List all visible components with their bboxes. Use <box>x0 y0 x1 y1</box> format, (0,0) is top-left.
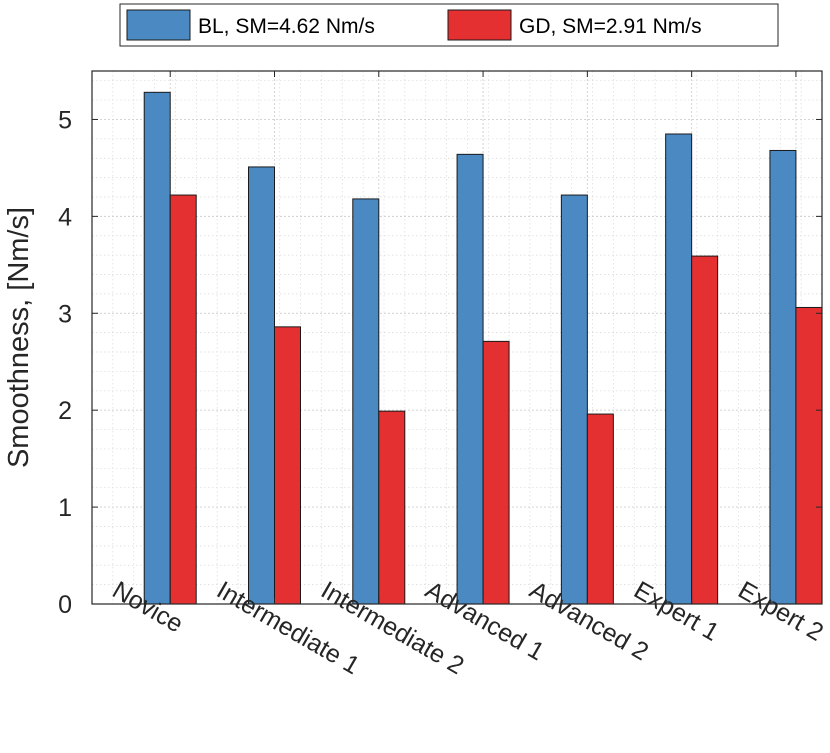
bar-gd-advanced-2 <box>586 413 614 605</box>
bar-bl-advanced-1 <box>456 153 484 605</box>
bars <box>143 91 823 605</box>
bar-bl-expert-1 <box>665 133 693 605</box>
legend-label-gd: GD, SM=2.91 Nm/s <box>519 15 702 38</box>
bar-gd-intermediate-1 <box>274 326 301 605</box>
y-tick-label: 0 <box>58 591 72 619</box>
bar-bl-intermediate-2 <box>352 198 380 605</box>
bar-bl-advanced-2 <box>560 194 588 605</box>
y-tick-label: 2 <box>58 397 72 425</box>
y-tick-label: 1 <box>58 494 72 522</box>
legend-swatch-bl <box>126 9 191 41</box>
y-tick-label: 5 <box>58 106 72 134</box>
bar-gd-expert-1 <box>691 255 719 605</box>
legend: BL, SM=4.62 Nm/s GD, SM=2.91 Nm/s <box>119 3 779 47</box>
bar-gd-advanced-1 <box>482 340 510 605</box>
y-tick-label: 4 <box>58 203 72 231</box>
bar-gd-intermediate-2 <box>378 410 406 605</box>
legend-swatch-gd <box>447 9 512 41</box>
bar-bl-intermediate-1 <box>248 166 275 605</box>
bar-bl-novice <box>143 91 171 605</box>
legend-label-bl: BL, SM=4.62 Nm/s <box>198 15 375 38</box>
y-tick-label: 3 <box>58 300 72 328</box>
y-axis-label: Smoothness, [Nm/s] <box>3 207 35 468</box>
bar-gd-novice <box>169 194 197 605</box>
bar-bl-expert-2 <box>769 149 797 605</box>
y-axis: 0 1 2 3 4 5 <box>58 106 822 619</box>
bar-gd-expert-2 <box>795 306 823 605</box>
plot-area <box>91 70 823 605</box>
